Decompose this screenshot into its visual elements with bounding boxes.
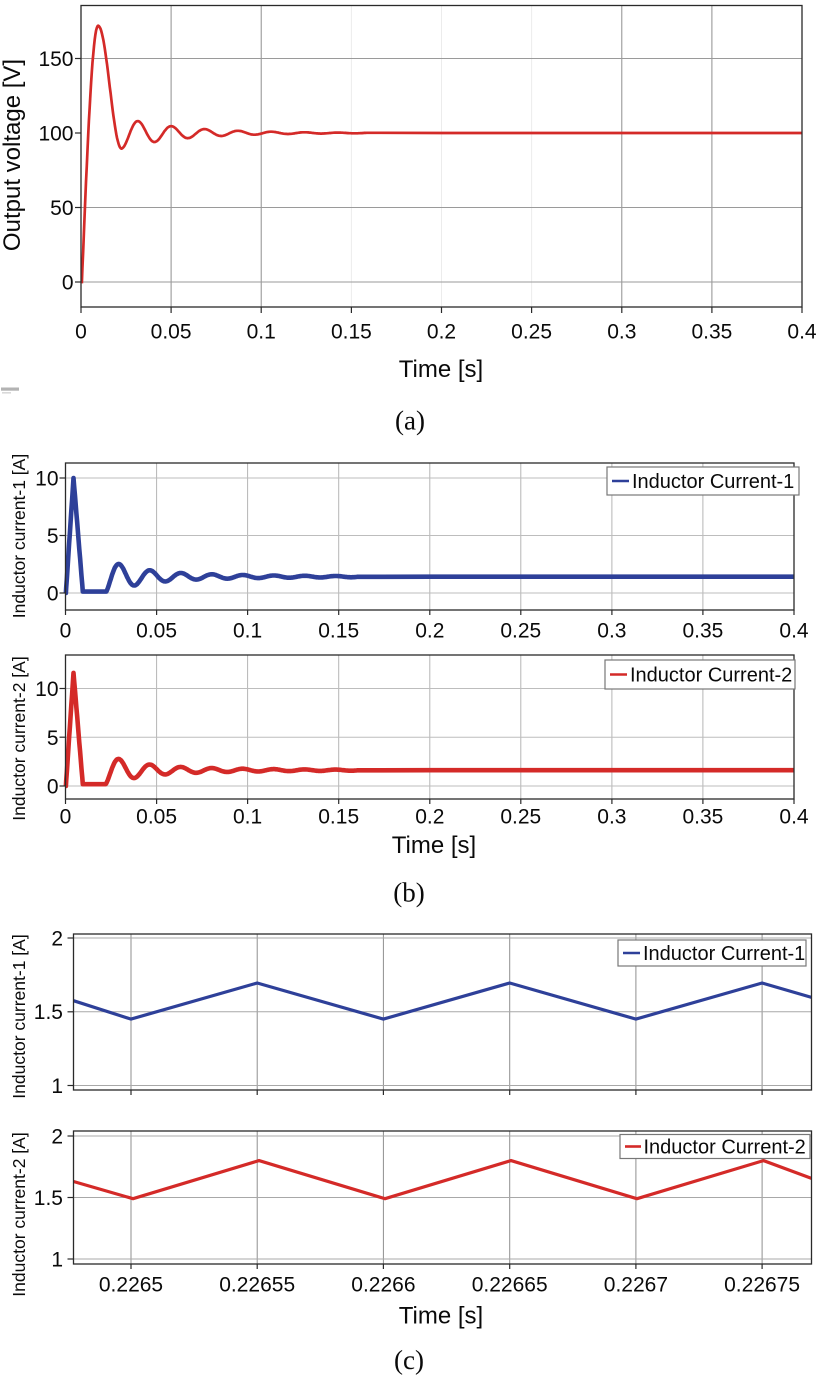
svg-text:0.22675: 0.22675 <box>724 1274 800 1297</box>
svg-text:10: 10 <box>35 468 58 491</box>
svg-text:0.05: 0.05 <box>136 620 177 643</box>
svg-text:Inductor Current-1: Inductor Current-1 <box>643 943 805 965</box>
svg-text:0.2266: 0.2266 <box>351 1274 415 1297</box>
svg-text:150: 150 <box>38 48 73 71</box>
svg-text:0.4: 0.4 <box>787 321 817 344</box>
svg-text:0: 0 <box>60 620 72 643</box>
svg-text:Inductor current-1 [A]: Inductor current-1 [A] <box>9 934 29 1098</box>
svg-text:2: 2 <box>51 1126 63 1149</box>
svg-text:0.2265: 0.2265 <box>99 1274 163 1297</box>
svg-text:1: 1 <box>51 1249 63 1272</box>
svg-text:0.1: 0.1 <box>247 321 276 344</box>
svg-text:Output voltage [V]: Output voltage [V] <box>0 59 26 251</box>
svg-text:Time [s]: Time [s] <box>399 356 483 383</box>
svg-text:100: 100 <box>38 123 73 146</box>
svg-text:2: 2 <box>51 928 63 951</box>
svg-text:5: 5 <box>47 525 59 548</box>
svg-text:0.05: 0.05 <box>136 806 177 829</box>
svg-text:0: 0 <box>62 272 74 295</box>
svg-text:0.05: 0.05 <box>151 321 192 344</box>
svg-text:(a): (a) <box>395 406 425 436</box>
svg-text:0.2: 0.2 <box>415 620 444 643</box>
svg-text:0.3: 0.3 <box>597 806 626 829</box>
svg-text:0.15: 0.15 <box>331 321 372 344</box>
svg-text:0.35: 0.35 <box>691 321 732 344</box>
svg-text:0.2267: 0.2267 <box>604 1274 668 1297</box>
svg-text:Time [s]: Time [s] <box>399 1303 483 1330</box>
svg-text:Inductor current-2 [A]: Inductor current-2 [A] <box>9 656 29 820</box>
svg-text:5: 5 <box>47 727 59 750</box>
svg-text:Inductor current-2 [A]: Inductor current-2 [A] <box>9 1132 29 1296</box>
svg-text:0.35: 0.35 <box>682 620 723 643</box>
svg-text:10: 10 <box>35 678 58 701</box>
svg-text:(c): (c) <box>394 1345 424 1375</box>
svg-text:0.25: 0.25 <box>500 620 541 643</box>
svg-text:0.4: 0.4 <box>779 620 809 643</box>
svg-text:1.5: 1.5 <box>34 1187 63 1210</box>
svg-text:0.25: 0.25 <box>500 806 541 829</box>
svg-text:0.1: 0.1 <box>233 806 262 829</box>
svg-text:0.22665: 0.22665 <box>472 1274 548 1297</box>
svg-text:0.4: 0.4 <box>779 806 809 829</box>
svg-text:0: 0 <box>47 776 59 799</box>
svg-text:1.5: 1.5 <box>34 1001 63 1024</box>
svg-text:Inductor Current-2: Inductor Current-2 <box>644 1137 806 1159</box>
svg-text:0.25: 0.25 <box>511 321 552 344</box>
svg-text:0.1: 0.1 <box>233 620 262 643</box>
svg-text:0.3: 0.3 <box>607 321 636 344</box>
svg-text:0: 0 <box>75 321 87 344</box>
svg-text:0.2: 0.2 <box>427 321 456 344</box>
svg-text:0: 0 <box>60 806 72 829</box>
svg-text:0.15: 0.15 <box>318 620 359 643</box>
svg-text:Time [s]: Time [s] <box>392 832 476 859</box>
svg-text:(b): (b) <box>393 878 424 908</box>
svg-text:0.22655: 0.22655 <box>219 1274 295 1297</box>
svg-text:0.3: 0.3 <box>597 620 626 643</box>
svg-text:0: 0 <box>47 583 59 606</box>
svg-text:Inductor Current-1: Inductor Current-1 <box>632 471 794 493</box>
svg-text:0.15: 0.15 <box>318 806 359 829</box>
svg-text:50: 50 <box>50 197 73 220</box>
svg-text:0.2: 0.2 <box>415 806 444 829</box>
svg-text:Inductor Current-2: Inductor Current-2 <box>630 665 792 687</box>
svg-text:1: 1 <box>51 1075 63 1098</box>
svg-text:Inductor current-1 [A]: Inductor current-1 [A] <box>9 454 29 618</box>
svg-text:0.35: 0.35 <box>682 806 723 829</box>
